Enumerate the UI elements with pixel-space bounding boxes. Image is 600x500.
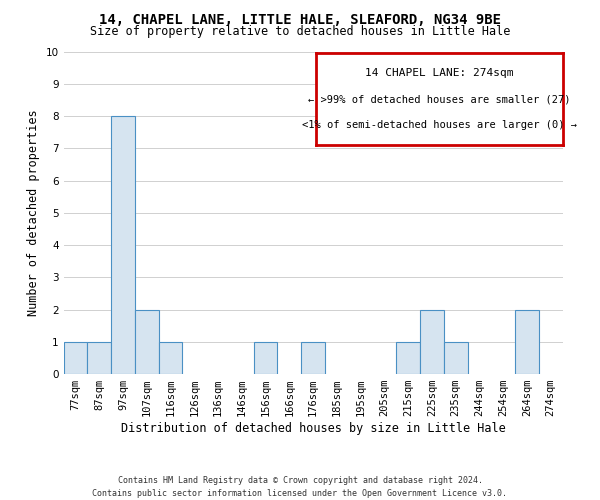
Bar (158, 342, 182, 374)
Bar (64, 342, 88, 374)
Bar (135, 310, 158, 374)
Y-axis label: Number of detached properties: Number of detached properties (27, 110, 40, 316)
Bar (396, 342, 420, 374)
Bar (515, 310, 539, 374)
Bar (254, 342, 277, 374)
X-axis label: Distribution of detached houses by size in Little Hale: Distribution of detached houses by size … (121, 422, 505, 435)
Bar (420, 310, 444, 374)
Bar (111, 116, 135, 374)
Bar (88, 342, 111, 374)
Bar (444, 342, 467, 374)
Text: Contains HM Land Registry data © Crown copyright and database right 2024.
Contai: Contains HM Land Registry data © Crown c… (92, 476, 508, 498)
Bar (301, 342, 325, 374)
Text: 14, CHAPEL LANE, LITTLE HALE, SLEAFORD, NG34 9BE: 14, CHAPEL LANE, LITTLE HALE, SLEAFORD, … (99, 12, 501, 26)
Text: Size of property relative to detached houses in Little Hale: Size of property relative to detached ho… (90, 25, 510, 38)
